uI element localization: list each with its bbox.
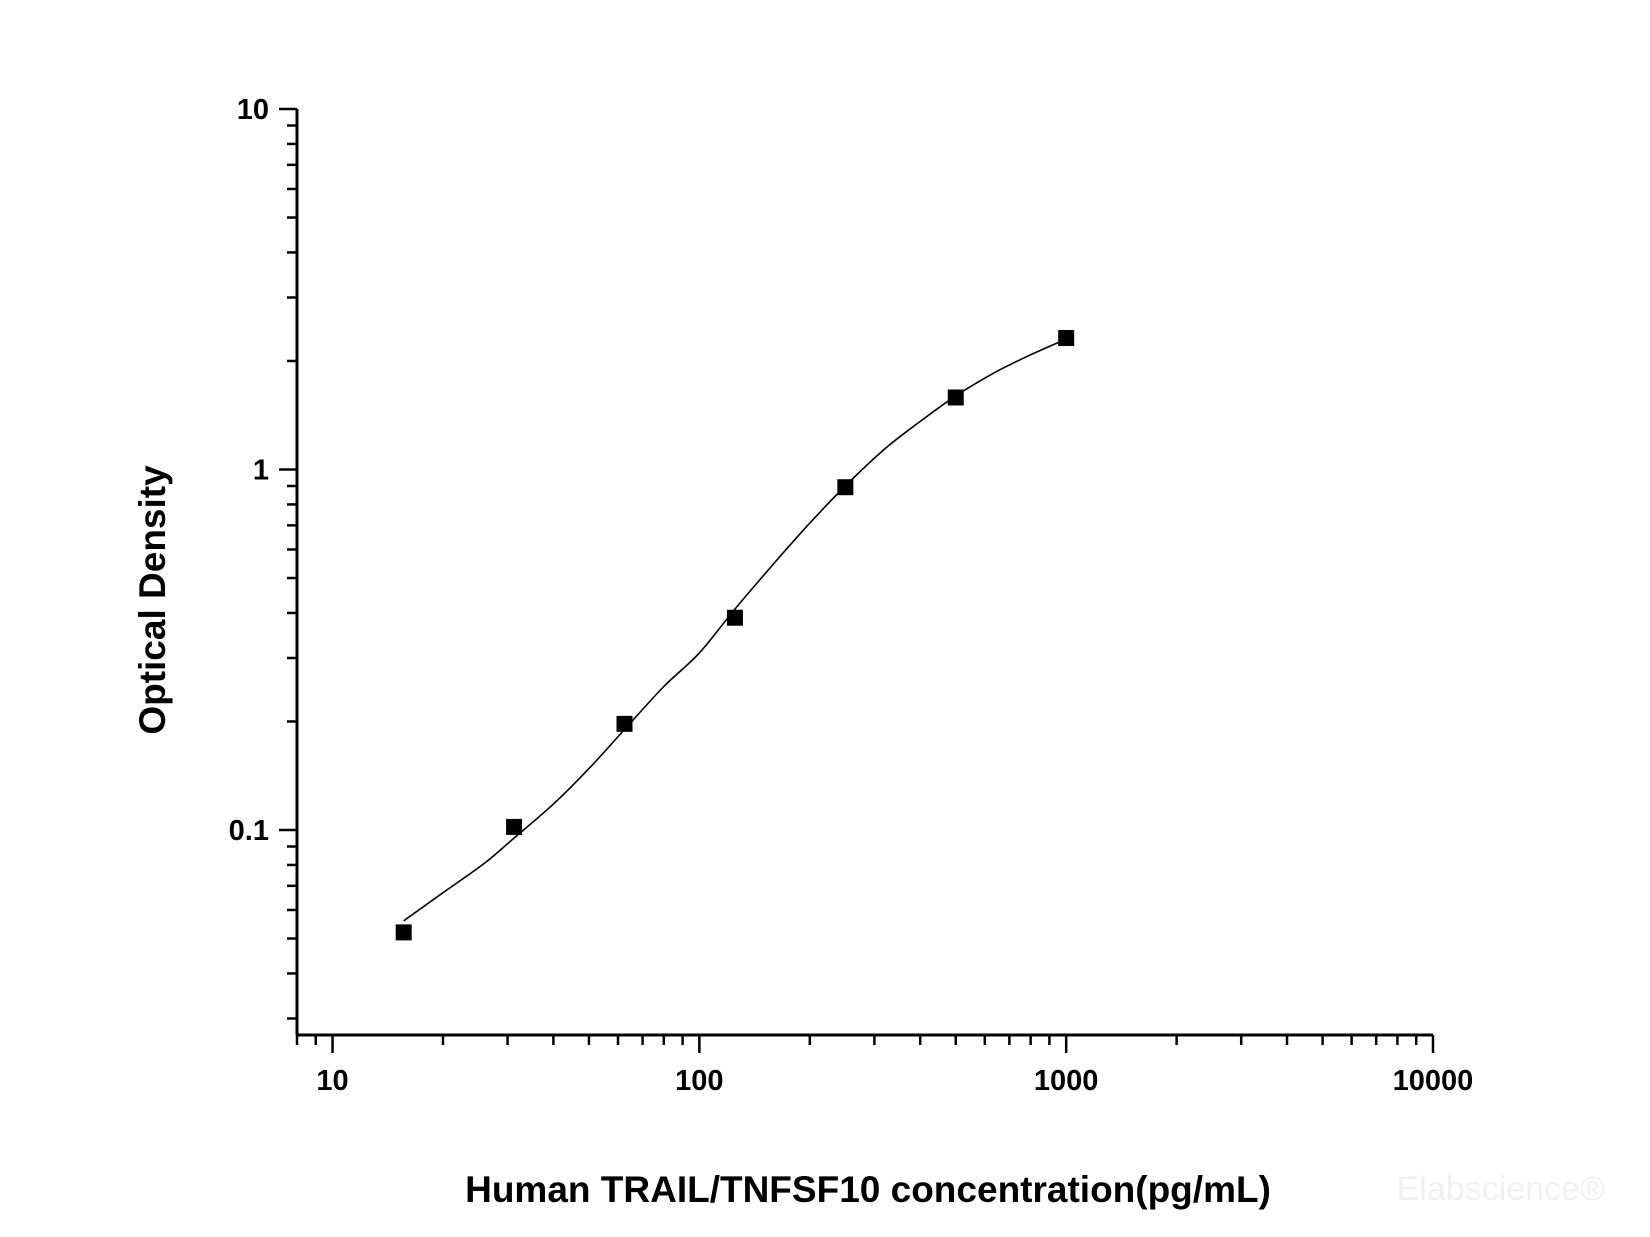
- x-tick-label: 1000: [1034, 1065, 1099, 1097]
- y-tick-label: 10: [237, 94, 269, 126]
- data-point-square: [616, 715, 633, 732]
- data-point-square: [395, 924, 412, 941]
- fit-curve-group: [403, 338, 1067, 922]
- y-tick-label: 0.1: [229, 815, 269, 847]
- axes: [295, 109, 1433, 1037]
- x-axis-title: Human TRAIL/TNFSF10 concentration(pg/mL): [465, 1169, 1271, 1210]
- data-point-square: [947, 389, 964, 406]
- data-point-square: [726, 609, 743, 626]
- y-tick-label: 1: [253, 455, 269, 487]
- fit-curve-line: [403, 338, 1067, 922]
- data-points: [395, 330, 1075, 941]
- x-axis-ticks: 10 100 1000 10000: [295, 1035, 1474, 1097]
- x-tick-label: 10000: [1393, 1065, 1474, 1097]
- data-point-square: [506, 818, 523, 835]
- x-tick-label: 10: [316, 1065, 348, 1097]
- data-point-square: [837, 479, 854, 496]
- y-axis-ticks: 0.1 1 10: [229, 94, 297, 1020]
- watermark-text: Elabscience®: [1397, 1170, 1605, 1208]
- y-axis-title: Optical Density: [132, 465, 173, 735]
- x-tick-label: 100: [675, 1065, 723, 1097]
- data-point-square: [1058, 330, 1075, 347]
